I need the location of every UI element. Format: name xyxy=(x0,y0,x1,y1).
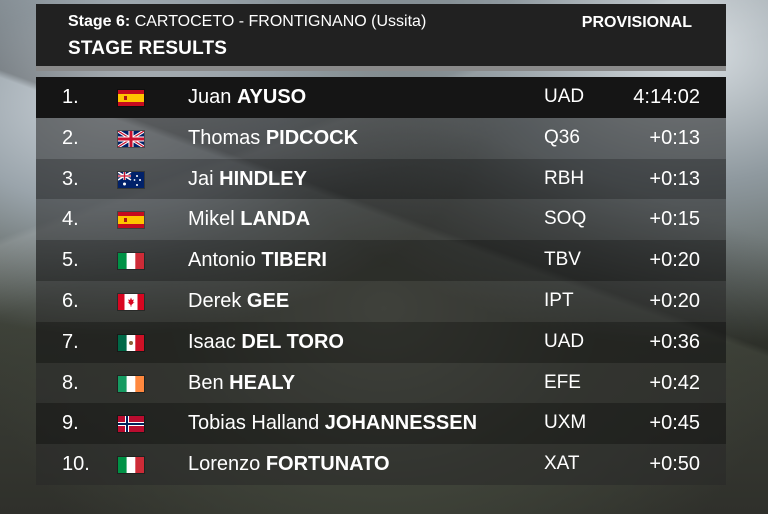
rider-name: Mikel LANDA xyxy=(188,199,310,240)
rank: 4. xyxy=(62,208,79,231)
header-divider xyxy=(36,66,726,71)
italy-flag-icon xyxy=(118,253,144,270)
table-row: 9. Tobias Halland JOHANNESSEN UXM +0:45 xyxy=(36,403,726,445)
stage-line: Stage 6: CARTOCETO - FRONTIGNANO (Ussita… xyxy=(68,13,426,31)
table-row: 5. Antonio TIBERI TBV +0:20 xyxy=(36,240,726,281)
finish-time: +0:15 xyxy=(649,208,700,231)
norway-flag-icon xyxy=(118,416,144,433)
rider-last-name: TIBERI xyxy=(261,249,327,272)
finish-time: +0:20 xyxy=(649,249,700,272)
rider-first-name: Mikel xyxy=(188,208,235,231)
ireland-flag-icon xyxy=(118,375,144,392)
finish-time: +0:13 xyxy=(649,126,700,149)
rider-first-name: Jai xyxy=(188,167,214,190)
team-code: IPT xyxy=(544,289,574,311)
rider-last-name: HEALY xyxy=(229,371,296,394)
team-code: UXM xyxy=(544,412,587,434)
stage-prefix: Stage 6: xyxy=(68,13,131,30)
rank: 5. xyxy=(62,249,79,272)
rider-first-name: Tobias Halland xyxy=(188,412,320,435)
rider-first-name: Isaac xyxy=(188,330,236,353)
united-kingdom-flag-icon xyxy=(118,130,144,147)
rider-name: Thomas PIDCOCK xyxy=(188,118,358,159)
rank: 6. xyxy=(62,289,79,312)
finish-time: +0:20 xyxy=(649,289,700,312)
rider-last-name: FORTUNATO xyxy=(265,453,390,476)
rider-name: Antonio TIBERI xyxy=(188,240,327,281)
status-badge: PROVISIONAL xyxy=(581,14,692,31)
table-row: 1. Juan AYUSO UAD 4:14:02 xyxy=(36,77,726,118)
rider-last-name: GEE xyxy=(246,289,290,312)
finish-time: +0:45 xyxy=(649,412,700,435)
rider-name: Jai HINDLEY xyxy=(188,159,307,200)
rider-first-name: Thomas xyxy=(188,126,261,149)
rider-first-name: Derek xyxy=(188,289,242,312)
rider-first-name: Ben xyxy=(188,371,224,394)
team-code: SOQ xyxy=(544,208,587,230)
rank: 1. xyxy=(62,86,79,108)
finish-time: +0:13 xyxy=(649,167,700,190)
table-row: 3. Jai HINDLEY RBH +0:13 xyxy=(36,158,726,200)
spain-flag-icon xyxy=(118,212,144,229)
stage-route: CARTOCETO - FRONTIGNANO (Ussita) xyxy=(134,13,427,30)
team-code: XAT xyxy=(544,453,580,475)
rider-last-name: PIDCOCK xyxy=(265,126,359,149)
rider-name: Juan AYUSO xyxy=(188,77,306,118)
canada-flag-icon xyxy=(118,293,144,310)
table-row: 4. Mikel LANDA SOQ +0:15 xyxy=(36,199,726,241)
rider-last-name: DEL TORO xyxy=(241,330,344,353)
rank: 10. xyxy=(62,453,90,476)
table-row: 7. Isaac DEL TORO UAD +0:36 xyxy=(36,321,726,363)
australia-flag-icon xyxy=(118,171,144,188)
rider-last-name: AYUSO xyxy=(236,86,307,108)
rank: 3. xyxy=(62,167,79,190)
results-panel: Stage 6: CARTOCETO - FRONTIGNANO (Ussita… xyxy=(36,4,726,504)
rider-name: Isaac DEL TORO xyxy=(188,322,344,363)
results-list: 1. Juan AYUSO UAD 4:14:02 2. Thomas PIDCOCK Q3… xyxy=(36,77,726,485)
team-code: Q36 xyxy=(544,126,580,148)
rider-first-name: Juan xyxy=(188,86,232,108)
rider-first-name: Antonio xyxy=(188,249,256,272)
rider-last-name: HINDLEY xyxy=(219,167,307,190)
team-code: TBV xyxy=(544,249,581,271)
italy-flag-icon xyxy=(118,457,144,474)
rider-name: Derek GEE xyxy=(188,281,289,322)
rider-last-name: LANDA xyxy=(240,208,311,231)
rank: 7. xyxy=(62,330,79,353)
team-code: RBH xyxy=(544,167,585,189)
team-code: UAD xyxy=(544,86,585,107)
finish-time: +0:36 xyxy=(649,330,700,353)
table-row: 10. Lorenzo FORTUNATO XAT +0:50 xyxy=(36,444,726,485)
rider-name: Lorenzo FORTUNATO xyxy=(188,444,390,485)
spain-flag-icon xyxy=(118,90,144,106)
table-row: 2. Thomas PIDCOCK Q36 +0:13 xyxy=(36,117,726,159)
rider-last-name: JOHANNESSEN xyxy=(324,412,478,435)
team-code: UAD xyxy=(544,330,585,352)
team-code: EFE xyxy=(544,371,581,393)
page-title: STAGE RESULTS xyxy=(68,38,228,59)
finish-time: +0:42 xyxy=(649,371,700,394)
results-header: Stage 6: CARTOCETO - FRONTIGNANO (Ussita… xyxy=(36,4,726,66)
rider-name: Tobias Halland JOHANNESSEN xyxy=(188,403,477,444)
rider-name: Ben HEALY xyxy=(188,363,295,404)
table-row: 6. Derek GEE IPT +0:20 xyxy=(36,280,726,322)
rank: 8. xyxy=(62,371,79,394)
finish-time: +0:50 xyxy=(649,453,700,476)
finish-time: 4:14:02 xyxy=(633,86,700,108)
table-row: 8. Ben HEALY EFE +0:42 xyxy=(36,362,726,404)
rank: 9. xyxy=(62,412,79,435)
rank: 2. xyxy=(62,126,79,149)
rider-first-name: Lorenzo xyxy=(188,453,261,476)
mexico-flag-icon xyxy=(118,334,144,351)
